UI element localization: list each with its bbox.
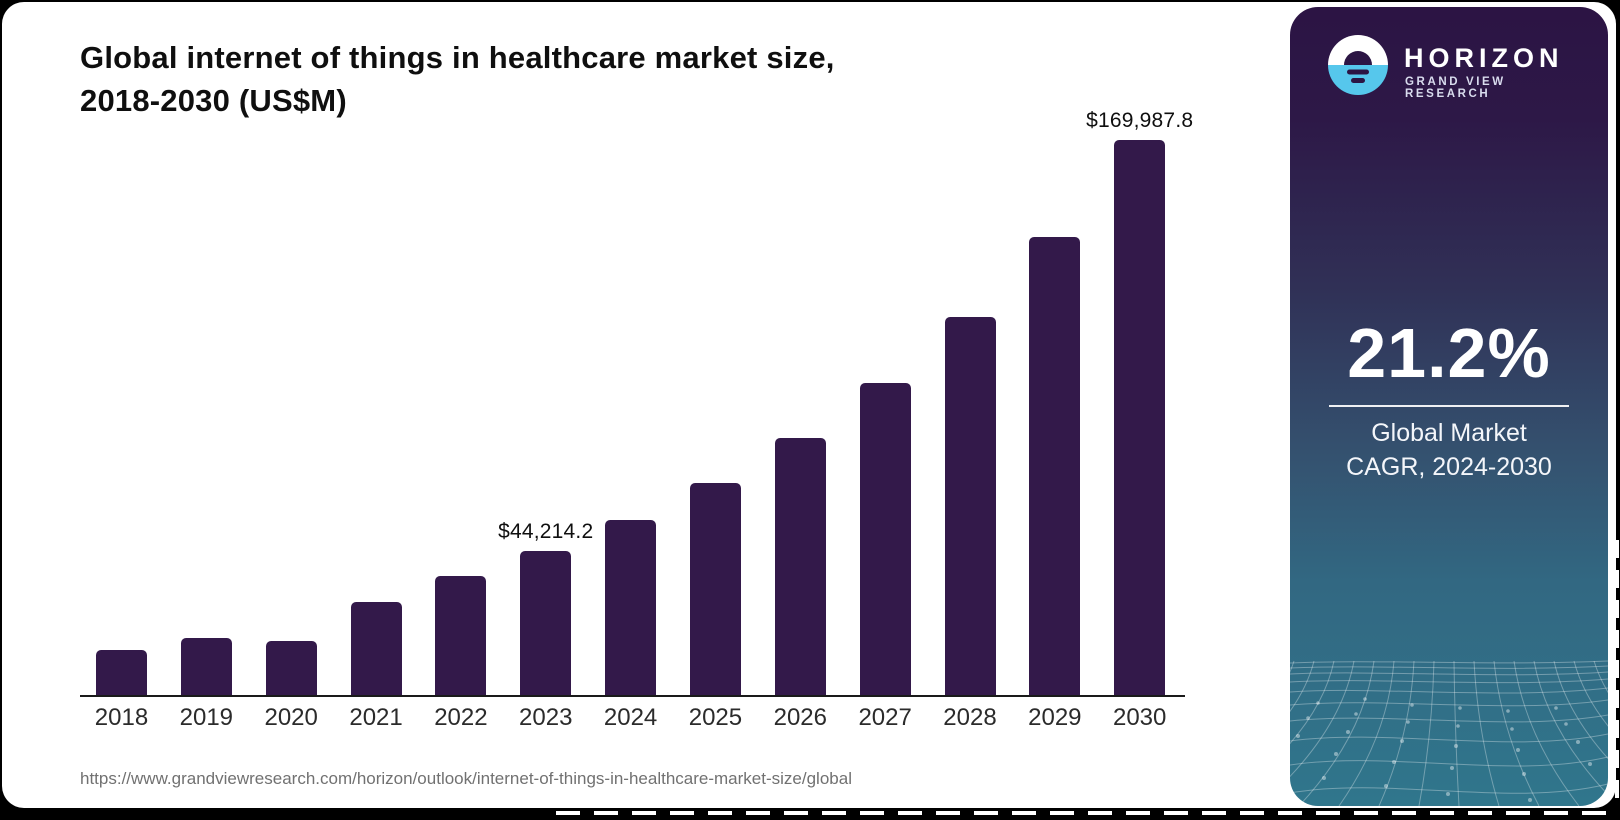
x-tick-label: 2025: [688, 704, 743, 731]
brand-name: HORIZON: [1404, 43, 1564, 73]
x-tick-label: 2026: [773, 704, 827, 731]
bar-2021: [350, 602, 402, 695]
source-url: https://www.grandviewresearch.com/horizo…: [80, 769, 852, 788]
x-tick-label: 2021: [349, 704, 403, 731]
x-tick-label: 2023: [519, 704, 573, 731]
bar-2027: [859, 383, 911, 695]
bar-2024: [605, 520, 657, 695]
brand-subtitle: GRAND VIEW RESEARCH: [1405, 76, 1506, 100]
x-tick-label: 2030: [1112, 704, 1167, 731]
x-tick-label: 2019: [179, 704, 234, 731]
bar-2028: [944, 317, 996, 695]
brand-header: HORIZON GRAND VIEW RESEARCH: [1290, 7, 1608, 107]
x-tick-label: 2028: [943, 704, 997, 731]
data-label: $44,214.2: [498, 520, 594, 543]
x-axis-line: [80, 695, 1185, 697]
wireframe-mesh-graphic: [1290, 660, 1608, 806]
bottom-dashed-line: [556, 811, 1614, 815]
x-tick-label: 2022: [434, 704, 488, 731]
chart-title-line2: 2018-2030 (US$M): [80, 83, 347, 118]
bar-2025: [689, 483, 741, 695]
data-label: $169,987.8: [1086, 109, 1194, 132]
brand-panel: HORIZON GRAND VIEW RESEARCH 21.2% Global…: [1290, 7, 1608, 806]
x-tick-label: 2029: [1028, 704, 1082, 731]
right-edge-dashed-line: [1615, 540, 1619, 808]
bar-2022: [435, 576, 487, 695]
bar-2023: [520, 551, 572, 695]
divider-line: [1329, 405, 1569, 407]
chart-title: Global internet of things in healthcare …: [80, 36, 835, 122]
bar-2029: [1029, 237, 1081, 695]
cagr-label-line2: CAGR, 2024-2030: [1346, 453, 1552, 481]
cagr-value: 21.2%: [1347, 314, 1551, 392]
bar-2030: [1114, 140, 1166, 695]
horizon-sunset-icon: [1328, 35, 1388, 95]
bar-2018: [96, 650, 147, 695]
bar-2026: [774, 438, 826, 695]
x-tick-label: 2020: [264, 704, 318, 731]
x-tick-label: 2024: [603, 704, 658, 731]
bar-chart: 2018 2019 2020 2021 2022 2023 $44,214.2 2024 202…: [80, 2, 1193, 747]
x-tick-label: 2018: [94, 704, 149, 731]
chart-title-line1: Global internet of things in healthcare …: [80, 40, 835, 75]
x-tick-label: 2027: [858, 704, 912, 731]
bar-2020: [265, 641, 317, 695]
cagr-label-line1: Global Market: [1371, 419, 1527, 447]
bar-2019: [180, 638, 232, 695]
